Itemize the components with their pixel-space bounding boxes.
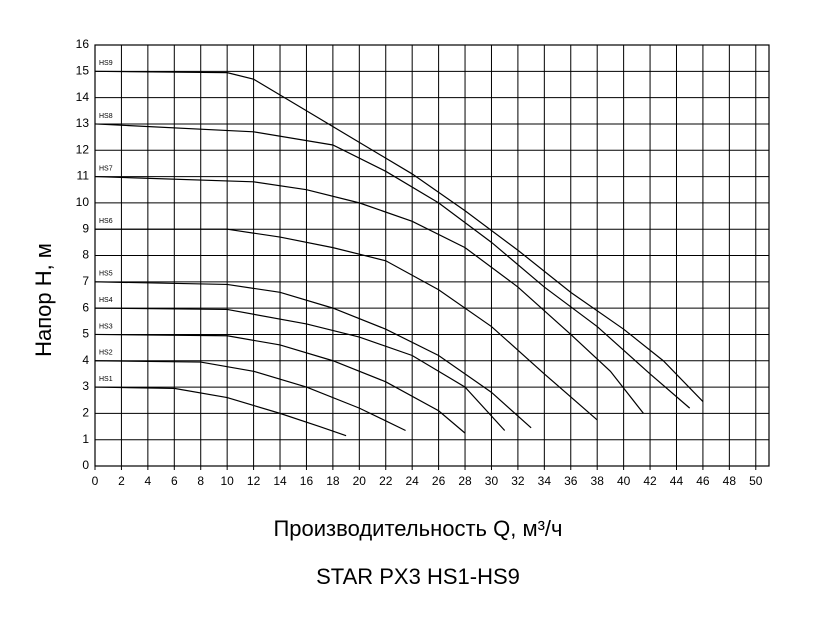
x-tick-label: 46 bbox=[696, 474, 710, 488]
series-line bbox=[94, 175, 644, 414]
series-label: HS7 bbox=[99, 165, 113, 172]
series-label: HS3 bbox=[99, 323, 113, 330]
x-tick-label: 48 bbox=[723, 474, 737, 488]
series-line bbox=[94, 123, 691, 409]
x-tick-label: 50 bbox=[749, 474, 763, 488]
y-tick-label: 16 bbox=[76, 37, 90, 51]
x-tick-label: 14 bbox=[273, 474, 287, 488]
x-tick-label: 32 bbox=[511, 474, 525, 488]
series-label: HS5 bbox=[99, 271, 113, 278]
x-tick-label: 42 bbox=[643, 474, 657, 488]
y-axis-title: Напор H, м bbox=[31, 243, 56, 357]
x-tick-label: 24 bbox=[405, 474, 419, 488]
x-tick-label: 36 bbox=[564, 474, 578, 488]
y-tick-label: 2 bbox=[82, 406, 89, 420]
x-tick-label: 18 bbox=[326, 474, 340, 488]
series-label: HS8 bbox=[99, 113, 113, 120]
chart-title: STAR PX3 HS1-HS9 bbox=[316, 564, 520, 589]
series-line bbox=[95, 228, 598, 421]
series-line bbox=[94, 333, 466, 434]
y-tick-label: 0 bbox=[82, 458, 89, 472]
series-label: HS1 bbox=[99, 376, 113, 383]
y-tick-label: 5 bbox=[82, 327, 89, 341]
x-tick-label: 26 bbox=[432, 474, 446, 488]
x-tick-label: 10 bbox=[220, 474, 234, 488]
x-tick-label: 2 bbox=[118, 474, 125, 488]
series-label: HS4 bbox=[99, 297, 113, 304]
x-tick-label: 4 bbox=[145, 474, 152, 488]
y-tick-label: 8 bbox=[82, 248, 89, 262]
x-tick-label: 6 bbox=[171, 474, 178, 488]
y-tick-label: 14 bbox=[76, 90, 90, 104]
y-tick-label: 11 bbox=[77, 169, 90, 183]
x-axis-title: Производительность Q, м³/ч bbox=[273, 516, 562, 541]
series-label: HS2 bbox=[99, 350, 113, 357]
series-label: HS6 bbox=[99, 218, 113, 225]
series-line bbox=[94, 70, 704, 402]
x-tick-label: 0 bbox=[92, 474, 99, 488]
y-tick-label: 7 bbox=[82, 274, 89, 288]
series-line bbox=[94, 360, 406, 432]
x-tick-label: 40 bbox=[617, 474, 631, 488]
x-tick-label: 8 bbox=[197, 474, 204, 488]
y-tick-label: 9 bbox=[82, 221, 89, 235]
series-line bbox=[94, 307, 506, 431]
x-tick-label: 16 bbox=[300, 474, 314, 488]
series-line bbox=[94, 281, 532, 429]
x-tick-label: 20 bbox=[353, 474, 367, 488]
plot-frame bbox=[94, 44, 770, 467]
y-tick-label: 6 bbox=[82, 300, 89, 314]
x-tick-label: 30 bbox=[485, 474, 499, 488]
series-line bbox=[94, 386, 347, 437]
x-tick-label: 44 bbox=[670, 474, 684, 488]
y-tick-label: 10 bbox=[76, 195, 90, 209]
y-tick-label: 15 bbox=[76, 63, 90, 77]
y-tick-label: 4 bbox=[82, 353, 89, 367]
x-tick-label: 34 bbox=[538, 474, 552, 488]
x-tick-label: 22 bbox=[379, 474, 393, 488]
y-tick-label: 12 bbox=[76, 142, 90, 156]
y-tick-label: 3 bbox=[82, 379, 89, 393]
x-tick-label: 28 bbox=[458, 474, 472, 488]
x-tick-label: 12 bbox=[247, 474, 261, 488]
series-label: HS9 bbox=[99, 60, 113, 67]
y-tick-label: 13 bbox=[76, 116, 90, 130]
x-tick-label: 38 bbox=[591, 474, 605, 488]
y-tick-label: 1 bbox=[82, 432, 89, 446]
